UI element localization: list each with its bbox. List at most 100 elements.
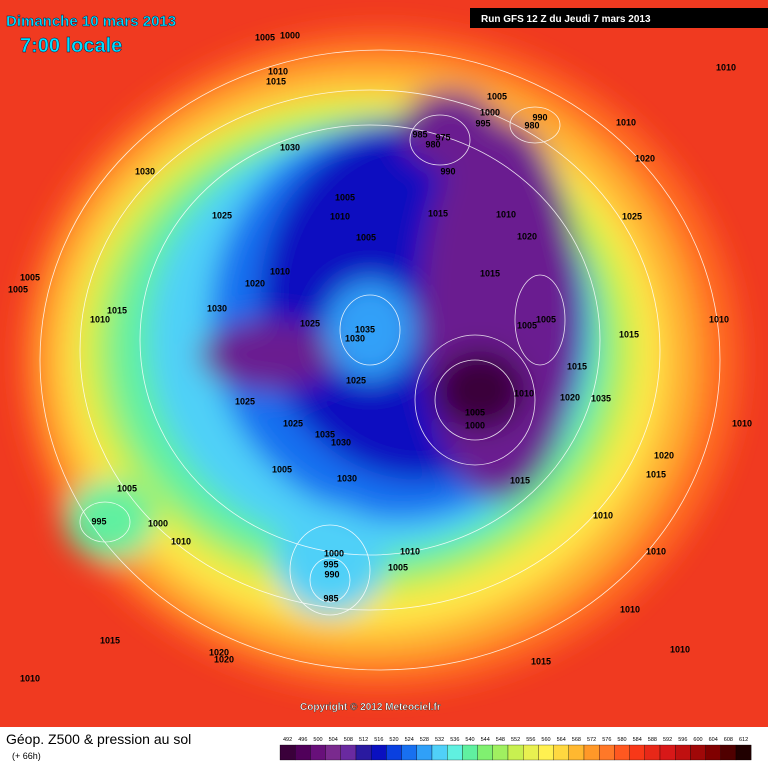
isobar-label: 1015: [107, 305, 127, 315]
isobar-label: 1010: [709, 314, 729, 324]
isobar-label: 1000: [465, 420, 485, 430]
legend-value: 536: [450, 737, 459, 743]
isobar-label: 1025: [283, 418, 303, 428]
legend-swatch: [659, 744, 676, 761]
legend: 492 496 500 504 508 512 516 520 524 528 532 536 540 5…: [279, 737, 752, 761]
legend-value: 604: [709, 737, 718, 743]
legend-value: 532: [435, 737, 444, 743]
legend-value: 556: [526, 737, 535, 743]
legend-swatch: [492, 744, 509, 761]
legend-value: 568: [572, 737, 581, 743]
isobar-label: 1005: [517, 320, 537, 330]
legend-value: 516: [374, 737, 383, 743]
legend-value: 504: [329, 737, 338, 743]
legend-swatch: [447, 744, 463, 761]
isobar-labels: 1005 1000 1010 1015 1030 1030 1025 1005 …: [8, 30, 752, 683]
legend-value: 612: [739, 737, 748, 743]
map-time: 7:00 locale: [20, 35, 122, 57]
isobar-label: 1000: [480, 107, 500, 117]
legend-swatch: [644, 744, 661, 761]
legend-swatch: [507, 744, 524, 761]
isobar-label: 1005: [20, 272, 40, 282]
legend-value: 512: [359, 737, 368, 743]
isobar-label: 1025: [235, 396, 255, 406]
legend-swatch: [523, 744, 539, 761]
isobar-label: 1010: [593, 510, 613, 520]
footer-title: Géop. Z500 & pression au sol: [6, 731, 191, 747]
isobar-label: 995: [323, 559, 338, 569]
legend-value: 508: [344, 737, 353, 743]
map-date: Dimanche 10 mars 2013: [6, 13, 176, 30]
legend-value: 596: [678, 737, 687, 743]
isobar-label: 1005: [117, 483, 137, 493]
isobar-label: 1025: [300, 318, 320, 328]
legend-value: 592: [663, 737, 672, 743]
legend-swatch: [583, 744, 600, 761]
isobar-label: 1010: [620, 604, 640, 614]
isobar-label: 975: [435, 132, 450, 142]
legend-value: 540: [465, 737, 474, 743]
legend-value: 588: [648, 737, 657, 743]
isobar-label: 1000: [148, 518, 168, 528]
isobar-label: 1005: [465, 407, 485, 417]
legend-value: 548: [496, 737, 505, 743]
isobar-label: 1010: [514, 388, 534, 398]
isobar-label: 1030: [280, 142, 300, 152]
legend-value: 524: [405, 737, 414, 743]
legend-swatch: [720, 744, 737, 761]
legend-swatch: [477, 744, 493, 761]
isobar-label: 1010: [20, 673, 40, 683]
isobar-label: 1010: [496, 209, 516, 219]
footer-lead: (+ 66h): [12, 751, 41, 761]
isobar-label: 1005: [536, 314, 556, 324]
isobar-label: 1025: [212, 210, 232, 220]
run-box: [470, 8, 768, 28]
legend-swatch: [629, 744, 645, 761]
legend-value: 496: [298, 737, 307, 743]
isobar-label: 1005: [335, 192, 355, 202]
isobar-label: 1005: [356, 232, 376, 242]
legend-swatch: [735, 744, 752, 761]
isobar-label: 1010: [616, 117, 636, 127]
isobar-label: 1005: [487, 91, 507, 101]
legend-swatch: [462, 744, 478, 761]
legend-swatch: [538, 744, 554, 761]
isobars: [39, 49, 721, 671]
isobar-label: 980: [524, 120, 539, 130]
isobar-label: 995: [475, 118, 490, 128]
isobar-label: 1010: [330, 211, 350, 221]
isobar-label: 985: [323, 593, 338, 603]
isobar-label: 1000: [280, 30, 300, 40]
isobar-label: 1015: [646, 469, 666, 479]
isobar-label: 1005: [255, 32, 275, 42]
isobar-label: 1020: [245, 278, 265, 288]
legend-value: 600: [693, 737, 702, 743]
legend-value: 584: [633, 737, 642, 743]
legend-swatch: [401, 744, 417, 761]
isobar-label: 1020: [517, 231, 537, 241]
legend-swatch: [690, 744, 706, 761]
isobar-label: 1020: [560, 392, 580, 402]
isobar-label: 1020: [654, 450, 674, 460]
legend-swatch: [340, 744, 357, 761]
isobar-label: 1015: [531, 656, 551, 666]
isobar-label: 1030: [331, 437, 351, 447]
isobar-label: 1010: [646, 546, 666, 556]
isobar-label: 1010: [171, 536, 191, 546]
copyright: Copyright © 2012 Meteociel.fr: [300, 702, 441, 713]
isobar-label: 980: [425, 139, 440, 149]
legend-value: 492: [283, 737, 292, 743]
legend-swatch: [325, 744, 341, 761]
isobar-label: 1020: [635, 153, 655, 163]
height-field: [20, 30, 740, 690]
legend-swatch: [553, 744, 569, 761]
legend-value: 500: [313, 737, 322, 743]
isobar-label: 1030: [135, 166, 155, 176]
legend-value: 520: [389, 737, 398, 743]
isobar-label: 1005: [388, 562, 408, 572]
isobar-label: 1010: [716, 62, 736, 72]
isobar-label: 1025: [346, 375, 366, 385]
isobar-label: 1015: [100, 635, 120, 645]
